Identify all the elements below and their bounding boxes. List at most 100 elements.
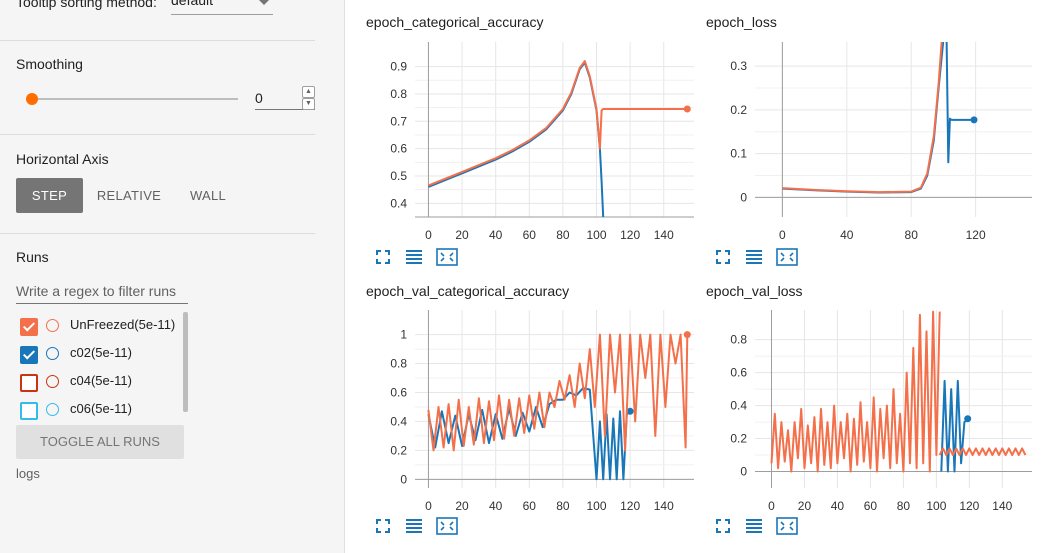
fit-domain-icon[interactable] [436,517,458,535]
legend-icon[interactable] [745,248,763,266]
sidebar: Tooltip sorting method: default Smoothin… [0,0,345,553]
check-icon [22,347,36,360]
series-end-marker [970,116,978,124]
check-icon [22,319,36,332]
series-line [428,61,605,217]
smoothing-input[interactable]: 0 [255,86,315,110]
chart-title: epoch_loss [706,14,777,30]
smoothing-slider-track[interactable] [31,98,238,100]
chart-toolbar [714,248,804,266]
divider [0,40,315,41]
chart-title: epoch_categorical_accuracy [366,14,544,30]
x-tick-label: 80 [905,228,919,242]
fullscreen-icon[interactable] [374,248,392,266]
legend-icon[interactable] [405,517,423,535]
x-tick-label: 20 [798,499,812,513]
y-tick-label: 1 [400,328,407,342]
chart-toolbar [374,248,464,266]
axis-step-button[interactable]: STEP [16,178,83,213]
run-name: UnFreezed(5e-11) [70,317,176,332]
run-color-swatch[interactable] [46,347,59,360]
legend-icon[interactable] [405,248,423,266]
toggle-all-runs-button[interactable]: TOGGLE ALL RUNS [16,425,184,459]
smoothing-slider-thumb[interactable] [26,93,38,105]
run-checkbox[interactable] [20,346,38,364]
x-tick-label: 120 [966,228,986,242]
x-tick-label: 80 [897,499,911,513]
chart-toolbar [374,517,464,535]
run-color-swatch[interactable] [46,375,59,388]
runs-scrollbar[interactable] [183,312,188,412]
x-tick-label: 120 [959,499,979,513]
y-tick-label: 0.8 [390,357,407,371]
x-tick-label: 140 [992,499,1012,513]
val-accuracy-chart[interactable]: 0 20 40 60 80 100 120 140 0 0.2 0.4 0.6 0.8 1 [360,308,700,516]
x-tick-label: 100 [587,499,607,513]
y-tick-label: 0 [400,472,407,486]
val-loss-chart[interactable]: 0 20 40 60 80 100 120 140 0 0.2 0.4 0.6 0.8 [700,308,1038,516]
run-color-swatch[interactable] [46,319,59,332]
x-tick-label: 60 [523,499,537,513]
spin-down-icon[interactable]: ▼ [302,98,315,110]
y-tick-label: 0 [740,190,747,204]
x-tick-label: 40 [489,499,503,513]
legend-icon[interactable] [745,517,763,535]
logs-label: logs [16,466,40,481]
horizontal-axis-label: Horizontal Axis [16,151,109,167]
y-tick-label: 0.8 [730,333,747,347]
y-tick-label: 0.4 [730,399,747,413]
axis-wall-button[interactable]: WALL [189,188,227,203]
spin-up-icon[interactable]: ▲ [302,86,315,98]
x-tick-label: 20 [455,499,469,513]
run-color-swatch[interactable] [46,403,59,416]
chevron-down-icon[interactable] [259,0,269,5]
x-tick-label: 120 [620,499,640,513]
fit-domain-icon[interactable] [776,517,798,535]
tooltip-sorting-value: default [171,0,214,8]
x-tick-label: 80 [556,499,570,513]
series-end-marker [683,105,691,113]
series-line [427,333,689,452]
run-checkbox[interactable] [20,318,38,336]
axis-relative-button[interactable]: RELATIVE [96,188,162,203]
y-tick-label: 0.2 [730,432,747,446]
x-tick-label: 140 [654,499,674,513]
chart-toolbar [714,517,804,535]
y-tick-label: 0.8 [390,87,407,101]
tooltip-sorting-label: Tooltip sorting method: [16,0,157,10]
series-line [940,379,969,473]
chart-title: epoch_val_loss [706,283,803,299]
x-tick-label: 20 [455,228,469,242]
series-end-marker [626,407,634,415]
smoothing-input-value: 0 [255,90,263,106]
runs-filter-input[interactable]: Write a regex to filter runs [16,280,188,304]
run-name: c06(5e-11) [70,401,132,416]
tooltip-sorting-select[interactable]: default [171,0,273,15]
y-tick-label: 0.6 [730,366,747,380]
x-tick-label: 60 [864,499,878,513]
x-tick-label: 140 [654,228,674,242]
loss-chart[interactable]: 0 40 80 120 0 0.1 0.2 0.3 [700,40,1038,245]
fit-domain-icon[interactable] [436,248,458,266]
fit-domain-icon[interactable] [776,248,798,266]
y-tick-label: 0.4 [390,414,407,428]
y-tick-label: 0.3 [730,59,747,73]
runs-label: Runs [16,249,49,265]
x-tick-label: 0 [779,228,786,242]
run-checkbox[interactable] [20,374,38,392]
accuracy-chart[interactable]: 0 20 40 60 80 100 120 140 0.4 0.5 0.6 0.7 0.8 0.9 [360,40,700,245]
series-line [428,60,688,187]
x-tick-label: 100 [926,499,946,513]
run-name: c04(5e-11) [70,373,132,388]
fullscreen-icon[interactable] [714,248,732,266]
fullscreen-icon[interactable] [374,517,392,535]
fullscreen-icon[interactable] [714,517,732,535]
chart-title: epoch_val_categorical_accuracy [366,283,570,299]
x-tick-label: 60 [523,228,537,242]
y-tick-label: 0.5 [390,169,407,183]
run-checkbox[interactable] [20,402,38,420]
y-tick-label: 0.6 [390,142,407,156]
y-tick-label: 0.2 [390,443,407,457]
x-tick-label: 100 [587,228,607,242]
y-tick-label: 0 [740,465,747,479]
